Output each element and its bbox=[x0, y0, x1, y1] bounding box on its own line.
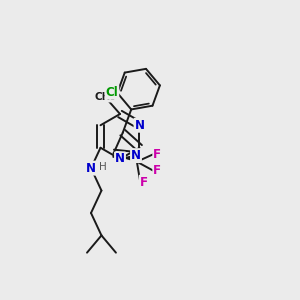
Text: N: N bbox=[134, 119, 145, 132]
Text: F: F bbox=[153, 164, 161, 177]
Text: F: F bbox=[140, 176, 148, 189]
Text: CH₃: CH₃ bbox=[94, 92, 116, 102]
Text: N: N bbox=[86, 162, 96, 175]
Text: N: N bbox=[115, 152, 125, 166]
Text: Cl: Cl bbox=[106, 86, 118, 99]
Text: N: N bbox=[131, 149, 141, 162]
Text: F: F bbox=[153, 148, 161, 161]
Text: H: H bbox=[99, 162, 107, 172]
